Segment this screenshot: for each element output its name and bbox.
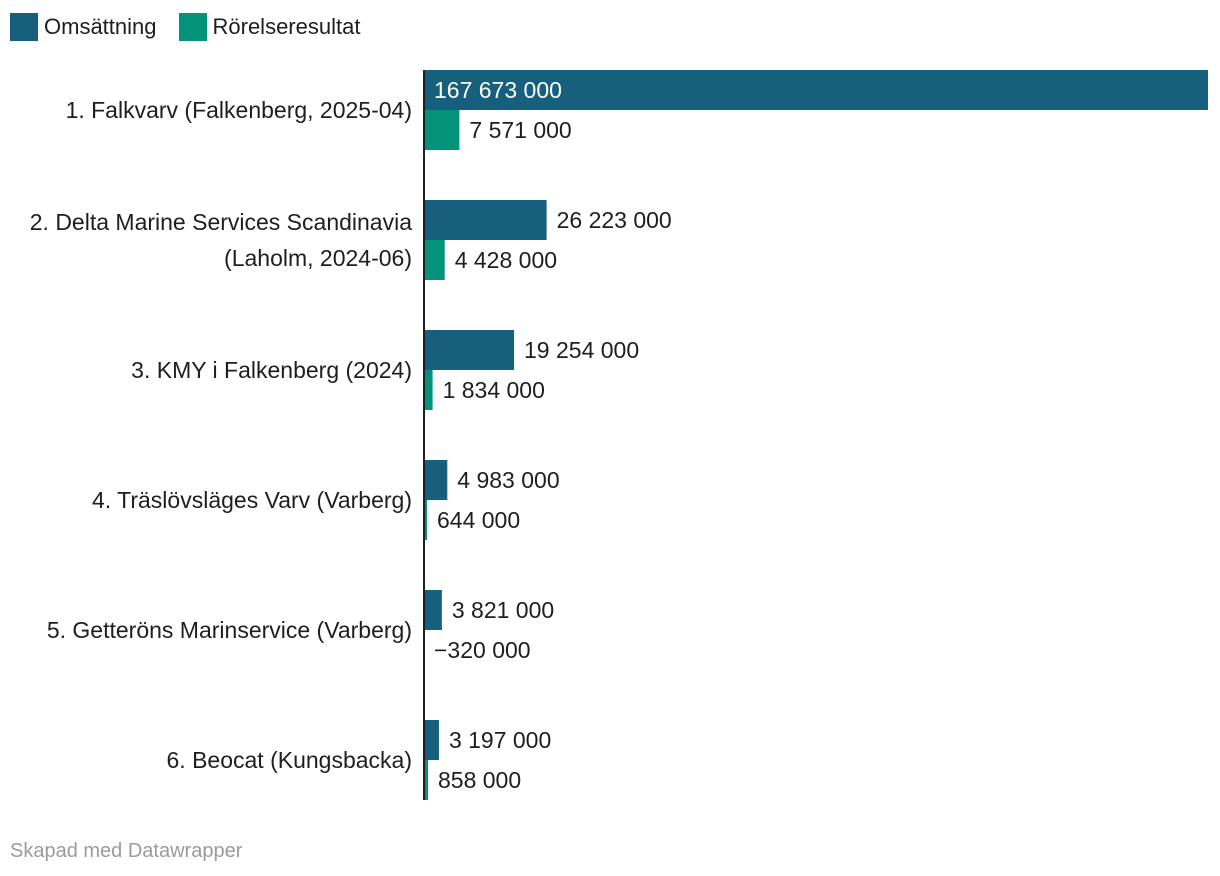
value-label-revenue: 19 254 000: [524, 337, 639, 363]
bar-group: 2. Delta Marine Services Scandinavia (Lah…: [30, 200, 672, 280]
bar-group: 5. Getteröns Marinservice (Varberg) 3 821…: [47, 590, 554, 663]
bar-revenue: [424, 590, 442, 630]
category-label: 1. Falkvarv (Falkenberg, 2025-04): [66, 97, 412, 123]
bar-group: 4. Träslövsläges Varv (Varberg) 4 983 000…: [92, 460, 560, 540]
value-label-operating-result: 644 000: [437, 507, 520, 533]
bar-operating-result: [424, 500, 428, 540]
value-label-revenue: 4 983 000: [457, 467, 559, 493]
category-label: 5. Getteröns Marinservice (Varberg): [47, 617, 412, 643]
value-label-revenue: 3 821 000: [452, 597, 554, 623]
bar-group: 6. Beocat (Kungsbacka) 3 197 000 858 000: [167, 720, 551, 800]
category-label: 3. KMY i Falkenberg (2024): [131, 357, 412, 383]
bar-operating-result: [424, 370, 433, 410]
bar-group: 3. KMY i Falkenberg (2024) 19 254 000 1 83…: [131, 330, 639, 410]
bar-revenue: [424, 330, 515, 370]
legend-item-operating-result: Rörelseresultat: [178, 13, 361, 41]
category-label: 6. Beocat (Kungsbacka): [167, 747, 412, 773]
value-label-operating-result: 858 000: [438, 767, 521, 793]
bar-revenue: [424, 460, 448, 500]
bar-operating-result: [424, 110, 460, 150]
bar-revenue: [424, 720, 439, 760]
value-label-revenue: 167 673 000: [434, 77, 562, 103]
value-label-revenue: 26 223 000: [557, 207, 672, 233]
category-label: 4. Träslövsläges Varv (Varberg): [92, 487, 412, 513]
category-label: 2. Delta Marine Services Scandinavia (Lah…: [30, 209, 412, 271]
value-label-operating-result: 7 571 000: [469, 117, 571, 143]
legend-swatch-operating-result: [178, 13, 207, 41]
value-label-operating-result: 4 428 000: [455, 247, 557, 273]
bar-group: 1. Falkvarv (Falkenberg, 2025-04) 167 673…: [66, 70, 1208, 150]
value-label-operating-result: −320 000: [434, 637, 531, 663]
bar-operating-result: [424, 240, 445, 280]
footer-credit: Skapad med Datawrapper: [10, 840, 243, 862]
value-label-revenue: 3 197 000: [449, 727, 551, 753]
legend: Omsättning Rörelseresultat: [10, 13, 360, 41]
legend-swatch-revenue: [10, 13, 38, 41]
legend-item-revenue: Omsättning: [10, 13, 157, 41]
legend-label-operating-result: Rörelseresultat: [212, 14, 361, 39]
legend-label-revenue: Omsättning: [44, 14, 157, 39]
bar-revenue: [424, 70, 1208, 110]
value-label-operating-result: 1 834 000: [443, 377, 545, 403]
bar-revenue: [424, 200, 547, 240]
bar-operating-result: [424, 760, 429, 800]
